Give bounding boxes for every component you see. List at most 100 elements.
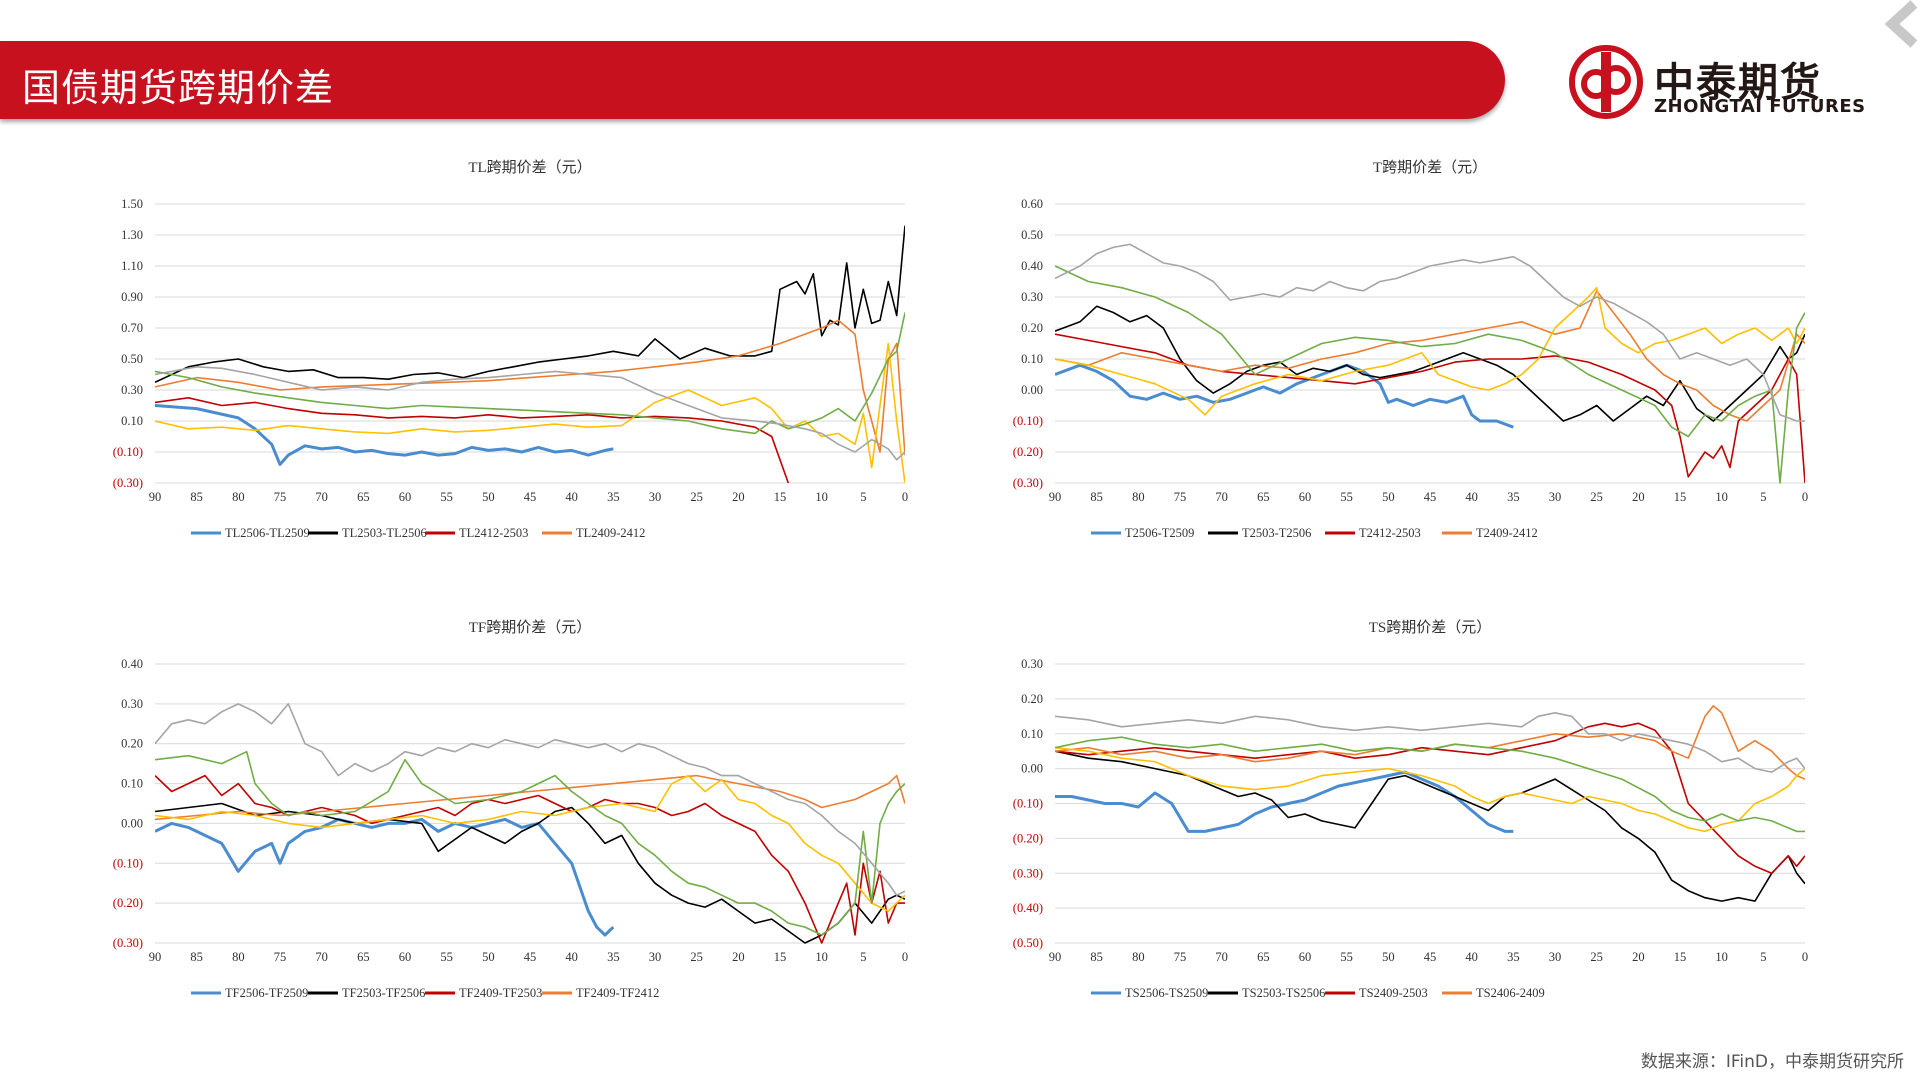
chart-tf-spread: TF跨期价差（元） 0.40 0.30 0.20 0.10 0.00 (0.10) (0.20… [95, 610, 915, 1022]
legend-entry: TL2409-2412 [576, 526, 645, 540]
chart-svg: TF跨期价差（元） 0.40 0.30 0.20 0.10 0.00 (0.10) (0.20… [113, 619, 908, 1022]
x-tick-label: 90 [149, 490, 162, 504]
x-tick-label: 60 [399, 490, 412, 504]
y-tick-label: 0.40 [121, 657, 143, 671]
y-tick-label: (0.10) [1013, 797, 1043, 811]
chart-t-spread: T跨期价差（元） 0.60 0.50 0.40 0.30 0.20 0.10 0.00 (0.1… [995, 150, 1815, 562]
x-tick-label: 10 [1715, 950, 1728, 964]
x-tick-label: 0 [1802, 490, 1808, 504]
y-tick-label: (0.30) [1013, 476, 1043, 490]
x-tick-label: 85 [190, 490, 203, 504]
x-tick-label: 80 [1132, 950, 1145, 964]
legend-entry: TF2403-2406 [342, 1008, 411, 1010]
x-tick-label: 30 [1549, 490, 1562, 504]
series-line [155, 366, 905, 461]
x-tick-label: 75 [1174, 950, 1187, 964]
y-tick-label: (0.10) [1013, 414, 1043, 428]
series-line [155, 774, 905, 912]
logo-mark-icon [1569, 45, 1643, 119]
x-tick-label: 35 [1507, 490, 1520, 504]
legend-entry: T2406-2409 [1125, 548, 1187, 550]
legend-entry: TL2503-TL2506 [342, 526, 427, 540]
x-tick-label: 40 [1465, 950, 1478, 964]
y-tick-label: (0.30) [113, 936, 143, 950]
legend-entry: TF2406-2409 [225, 1008, 294, 1010]
x-tick-label: 20 [732, 950, 745, 964]
x-tick-label: 30 [649, 950, 662, 964]
y-tick-label: 1.30 [121, 228, 143, 242]
x-tick-label: 15 [774, 950, 787, 964]
data-source-note: 数据来源：IFinD，中泰期货研究所 [1640, 1052, 1904, 1072]
legend-entry: TF2312-2403 [459, 1008, 528, 1010]
x-tick-label: 70 [315, 950, 328, 964]
y-tick-label: 0.30 [121, 383, 143, 397]
y-tick-label: (0.30) [113, 476, 143, 490]
x-tick-label: 25 [1590, 950, 1603, 964]
y-tick-label: 0.20 [1021, 692, 1043, 706]
y-tick-label: 1.10 [121, 259, 143, 273]
y-tick-label: 0.20 [121, 737, 143, 751]
series-line [155, 225, 905, 384]
series-line [155, 750, 905, 936]
x-tick-label: 35 [607, 490, 620, 504]
x-tick-label: 80 [1132, 490, 1145, 504]
y-tick-label: (0.10) [113, 445, 143, 459]
chart-ts-spread: TS跨期价差（元） 0.30 0.20 0.10 0.00 (0.10) (0.20) (0.… [995, 610, 1815, 1022]
series-line [155, 404, 614, 466]
x-tick-label: 20 [1632, 490, 1645, 504]
x-tick-label: 0 [902, 490, 908, 504]
series-line [1055, 243, 1805, 422]
x-tick-label: 45 [1424, 490, 1437, 504]
x-tick-label: 30 [1549, 950, 1562, 964]
y-tick-label: (0.40) [1013, 901, 1043, 915]
y-tick-label: 0.60 [1021, 197, 1043, 211]
x-tick-label: 85 [190, 950, 203, 964]
x-tick-label: 50 [482, 490, 495, 504]
legend-entry: TF2503-TF2506 [342, 986, 425, 1000]
x-tick-label: 65 [357, 950, 370, 964]
legend-entry: T2503-T2506 [1242, 526, 1311, 540]
y-tick-label: 0.30 [1021, 657, 1043, 671]
chart-title: T跨期价差（元） [1373, 159, 1487, 176]
chart-svg: T跨期价差（元） 0.60 0.50 0.40 0.30 0.20 0.10 0.00 (0.1… [1013, 159, 1808, 562]
x-tick-label: 80 [232, 950, 245, 964]
series-line [155, 312, 905, 435]
x-tick-label: 90 [149, 950, 162, 964]
x-tick-label: 70 [1215, 950, 1228, 964]
x-tick-label: 20 [732, 490, 745, 504]
x-tick-label: 85 [1090, 490, 1103, 504]
legend-entry: TF2409-TF2503 [459, 986, 542, 1000]
x-tick-label: 45 [524, 950, 537, 964]
series-line [155, 774, 905, 821]
x-tick-label: 55 [440, 950, 453, 964]
x-tick-label: 15 [1674, 950, 1687, 964]
page-title: 国债期货跨期价差 [22, 66, 335, 110]
y-tick-label: 0.70 [121, 321, 143, 335]
x-tick-label: 5 [1760, 950, 1766, 964]
x-tick-label: 55 [1340, 490, 1353, 504]
chart-tl-spread: TL跨期价差（元） 1.50 1.30 1.10 0.90 0.70 0.50 0.30 0.1… [95, 150, 915, 562]
logo-text-en: ZHONGTAI FUTURES [1654, 96, 1866, 117]
legend-entry: TL2506-TL2509 [225, 526, 310, 540]
x-tick-label: 40 [1465, 490, 1478, 504]
legend-entry: TL2406-2409 [225, 548, 294, 550]
series-line [155, 319, 905, 456]
legend-entry: T2412-2503 [1359, 526, 1421, 540]
y-tick-label: 0.20 [1021, 321, 1043, 335]
company-logo: 中泰期货 ZHONGTAI FUTURES [1568, 44, 1898, 124]
x-tick-label: 60 [1299, 490, 1312, 504]
legend-entry: T2403-2406 [1242, 548, 1304, 550]
legend-entry: TS2403-2406 [1125, 1008, 1194, 1010]
x-tick-label: 65 [1257, 490, 1270, 504]
legend-entry: TL2403-2406 [342, 548, 411, 550]
x-tick-label: 40 [565, 950, 578, 964]
x-tick-label: 10 [815, 950, 828, 964]
x-tick-label: 75 [1174, 490, 1187, 504]
series-line [1055, 363, 1514, 429]
series-line [1055, 712, 1805, 773]
logo-text-cn: 中泰期货 [1654, 60, 1822, 106]
x-tick-label: 5 [860, 950, 866, 964]
legend-entry: TF2409-TF2412 [576, 986, 659, 1000]
x-tick-label: 10 [815, 490, 828, 504]
y-tick-label: 1.50 [121, 197, 143, 211]
